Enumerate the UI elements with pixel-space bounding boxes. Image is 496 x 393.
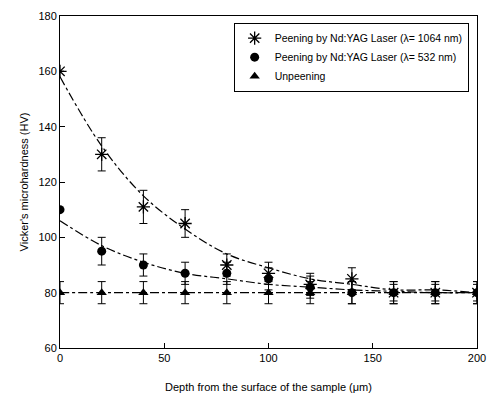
svg-text:Vicker's microhardness (HV): Vicker's microhardness (HV): [18, 113, 30, 252]
svg-text:120: 120: [38, 176, 56, 188]
svg-text:60: 60: [45, 342, 57, 354]
svg-text:100: 100: [259, 352, 277, 364]
svg-text:100: 100: [38, 231, 56, 243]
svg-text:Peening by Nd:YAG Laser (λ= 53: Peening by Nd:YAG Laser (λ= 532 nm): [275, 51, 457, 63]
svg-text:80: 80: [45, 287, 57, 299]
svg-text:140: 140: [38, 121, 56, 133]
svg-text:200: 200: [468, 352, 486, 364]
svg-text:0: 0: [57, 352, 63, 364]
svg-text:Peening by Nd:YAG Laser (λ= 10: Peening by Nd:YAG Laser (λ= 1064 nm): [275, 32, 462, 44]
svg-text:Depth from the surface of the: Depth from the surface of the sample (μm…: [165, 381, 372, 393]
svg-text:160: 160: [38, 65, 56, 77]
svg-text:180: 180: [38, 10, 56, 22]
svg-text:Unpeening: Unpeening: [275, 70, 326, 82]
svg-text:50: 50: [158, 352, 170, 364]
svg-text:150: 150: [364, 352, 382, 364]
